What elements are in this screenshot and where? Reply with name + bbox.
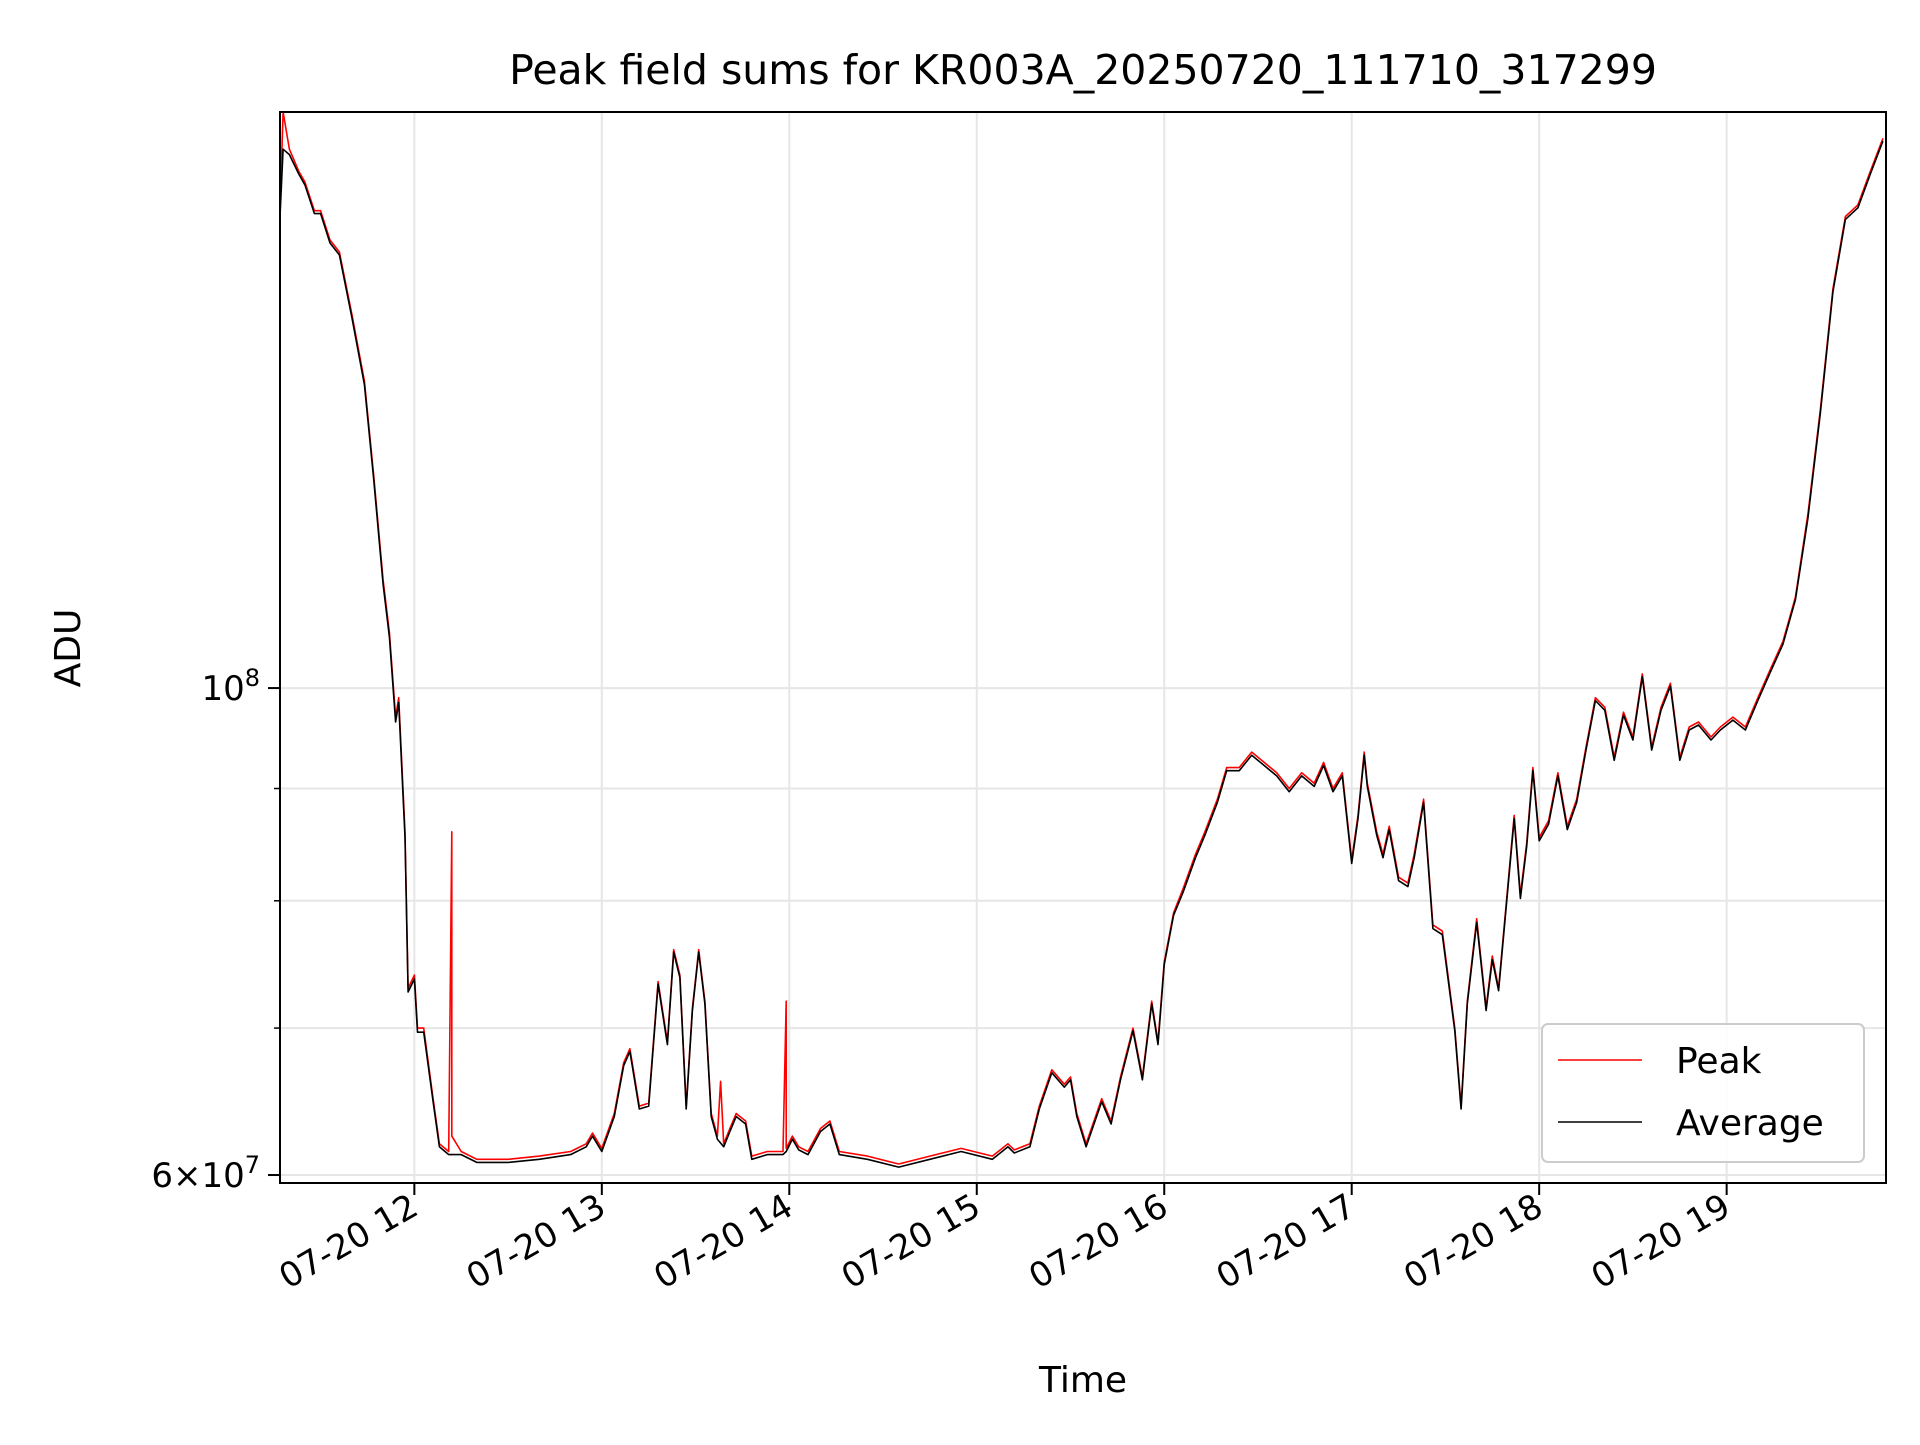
legend-label-peak: Peak [1676,1041,1762,1082]
plot-frame [279,111,1887,1184]
grid [280,112,1886,1183]
chart-title: Peak field sums for KR003A_20250720_1117… [509,46,1657,94]
legend-box [1541,1023,1865,1163]
x-axis-label: Time [1038,1360,1127,1401]
plot-series [279,111,1884,1168]
y-axis-ticks: 6×107 108 [151,664,280,1196]
y-axis-label: ADU [48,609,89,688]
series-line-average [279,140,1884,1168]
legend-label-average: Average [1676,1103,1824,1144]
y-tick-label: 108 [201,664,260,709]
legend: Peak Average [1541,1023,1865,1163]
y-tick-label: 6×107 [151,1151,260,1196]
